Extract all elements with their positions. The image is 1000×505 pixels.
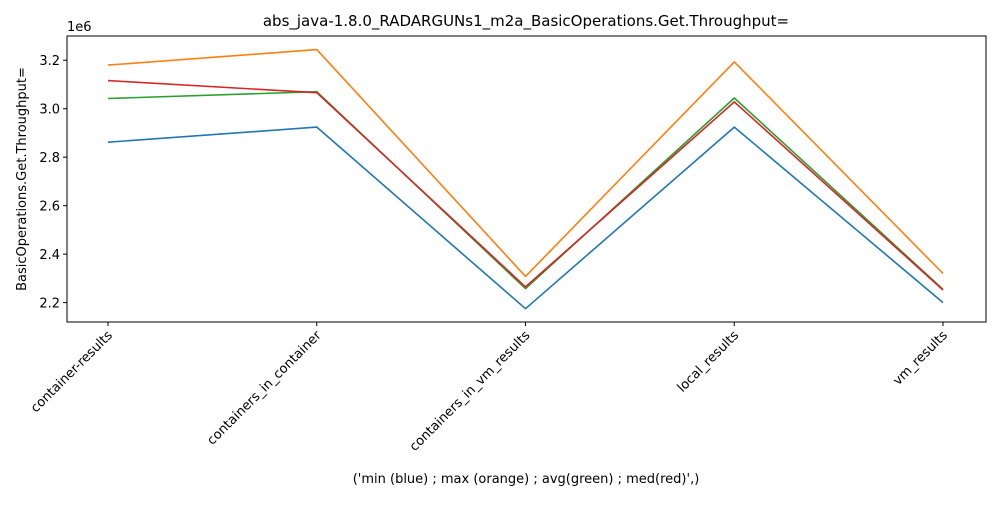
x-tick-label: container-results bbox=[28, 328, 116, 416]
x-tick-label: containers_in_vm_results bbox=[407, 328, 533, 454]
x-tick-label: containers_in_container bbox=[204, 328, 325, 449]
y-tick-label: 3.0 bbox=[39, 103, 60, 118]
series-lines bbox=[107, 48, 944, 310]
series-line-1 bbox=[107, 48, 944, 278]
series-line-3 bbox=[107, 79, 944, 291]
x-tick-label: vm_results bbox=[890, 328, 951, 389]
y-tick-label: 2.6 bbox=[39, 200, 60, 215]
chart-title: abs_java-1.8.0_RADARGUNs1_m2a_BasicOpera… bbox=[263, 12, 789, 31]
x-tick-label: local_results bbox=[675, 328, 743, 396]
y-tick-label: 2.4 bbox=[39, 248, 60, 263]
y-offset-label: 1e6 bbox=[67, 20, 92, 35]
y-tick-label: 2.2 bbox=[39, 297, 60, 312]
y-axis-label: BasicOperations.Get.Throughput= bbox=[15, 67, 30, 291]
plot-frame bbox=[66, 35, 987, 323]
y-tick-label: 3.2 bbox=[39, 54, 60, 69]
series-line-2 bbox=[107, 90, 944, 290]
x-axis-label: ('min (blue) ; max (orange) ; avg(green)… bbox=[353, 472, 700, 487]
y-tick-label: 2.8 bbox=[39, 151, 60, 166]
series-line-0 bbox=[107, 126, 944, 310]
